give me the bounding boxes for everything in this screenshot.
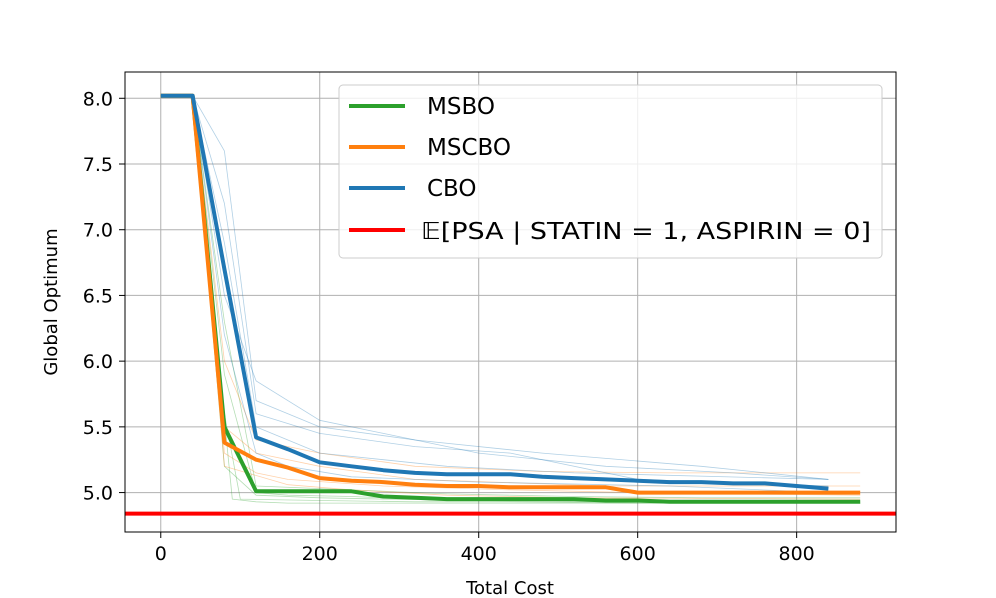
individual-run-line xyxy=(160,95,829,480)
x-tick-label: 400 xyxy=(461,543,497,565)
legend-label-reference-prefix: [PSA | STATIN xyxy=(441,219,623,245)
y-tick-label: 7.0 xyxy=(83,220,113,242)
x-axis-label: Total Cost xyxy=(465,578,554,598)
legend-label-reference: 𝔼 [PSA | STATIN = 1, ASPIRIN = 0] xyxy=(421,219,871,245)
legend: MSBO MSCBO CBO 𝔼 [PSA | STATIN = 1, ASPIR… xyxy=(338,84,883,259)
y-axis-label: Global Optimum xyxy=(41,228,62,375)
legend-label-mscbo: MSCBO xyxy=(427,135,511,161)
mean-series xyxy=(160,93,861,504)
x-tick-label: 0 xyxy=(155,543,167,565)
plot-frame xyxy=(124,71,897,533)
x-tick-label: 800 xyxy=(779,543,815,565)
legend-label-reference-mid: 1, ASPIRIN xyxy=(662,219,803,245)
legend-label-cbo: CBO xyxy=(427,176,477,202)
x-tick-label: 600 xyxy=(620,543,656,565)
x-tick-label: 200 xyxy=(302,543,338,565)
series-line-msbo xyxy=(160,93,861,504)
legend-label-msbo: MSBO xyxy=(427,94,495,120)
legend-equals-2: = xyxy=(803,219,843,245)
individual-run-line xyxy=(160,95,829,487)
y-tick-label: 6.5 xyxy=(83,285,113,307)
legend-equals-1: = xyxy=(622,219,662,245)
y-axis-ticks: 5.0 5.5 6.0 6.5 7.0 7.5 8.0 xyxy=(83,88,125,505)
y-tick-label: 8.0 xyxy=(83,88,113,110)
individual-run-line xyxy=(160,95,861,474)
legend-math-bb: 𝔼 xyxy=(421,219,441,245)
y-tick-label: 5.5 xyxy=(83,417,113,439)
series-line-mscbo xyxy=(160,93,861,495)
legend-frame xyxy=(338,84,883,259)
y-tick-label: 6.0 xyxy=(83,351,113,373)
series-line-cbo xyxy=(160,93,829,491)
individual-run-line xyxy=(160,95,829,480)
y-tick-label: 7.5 xyxy=(83,154,113,176)
legend-label-reference-suffix: 0] xyxy=(843,219,871,245)
y-tick-label: 5.0 xyxy=(83,483,113,505)
x-axis-ticks: 0 200 400 600 800 xyxy=(155,532,815,565)
